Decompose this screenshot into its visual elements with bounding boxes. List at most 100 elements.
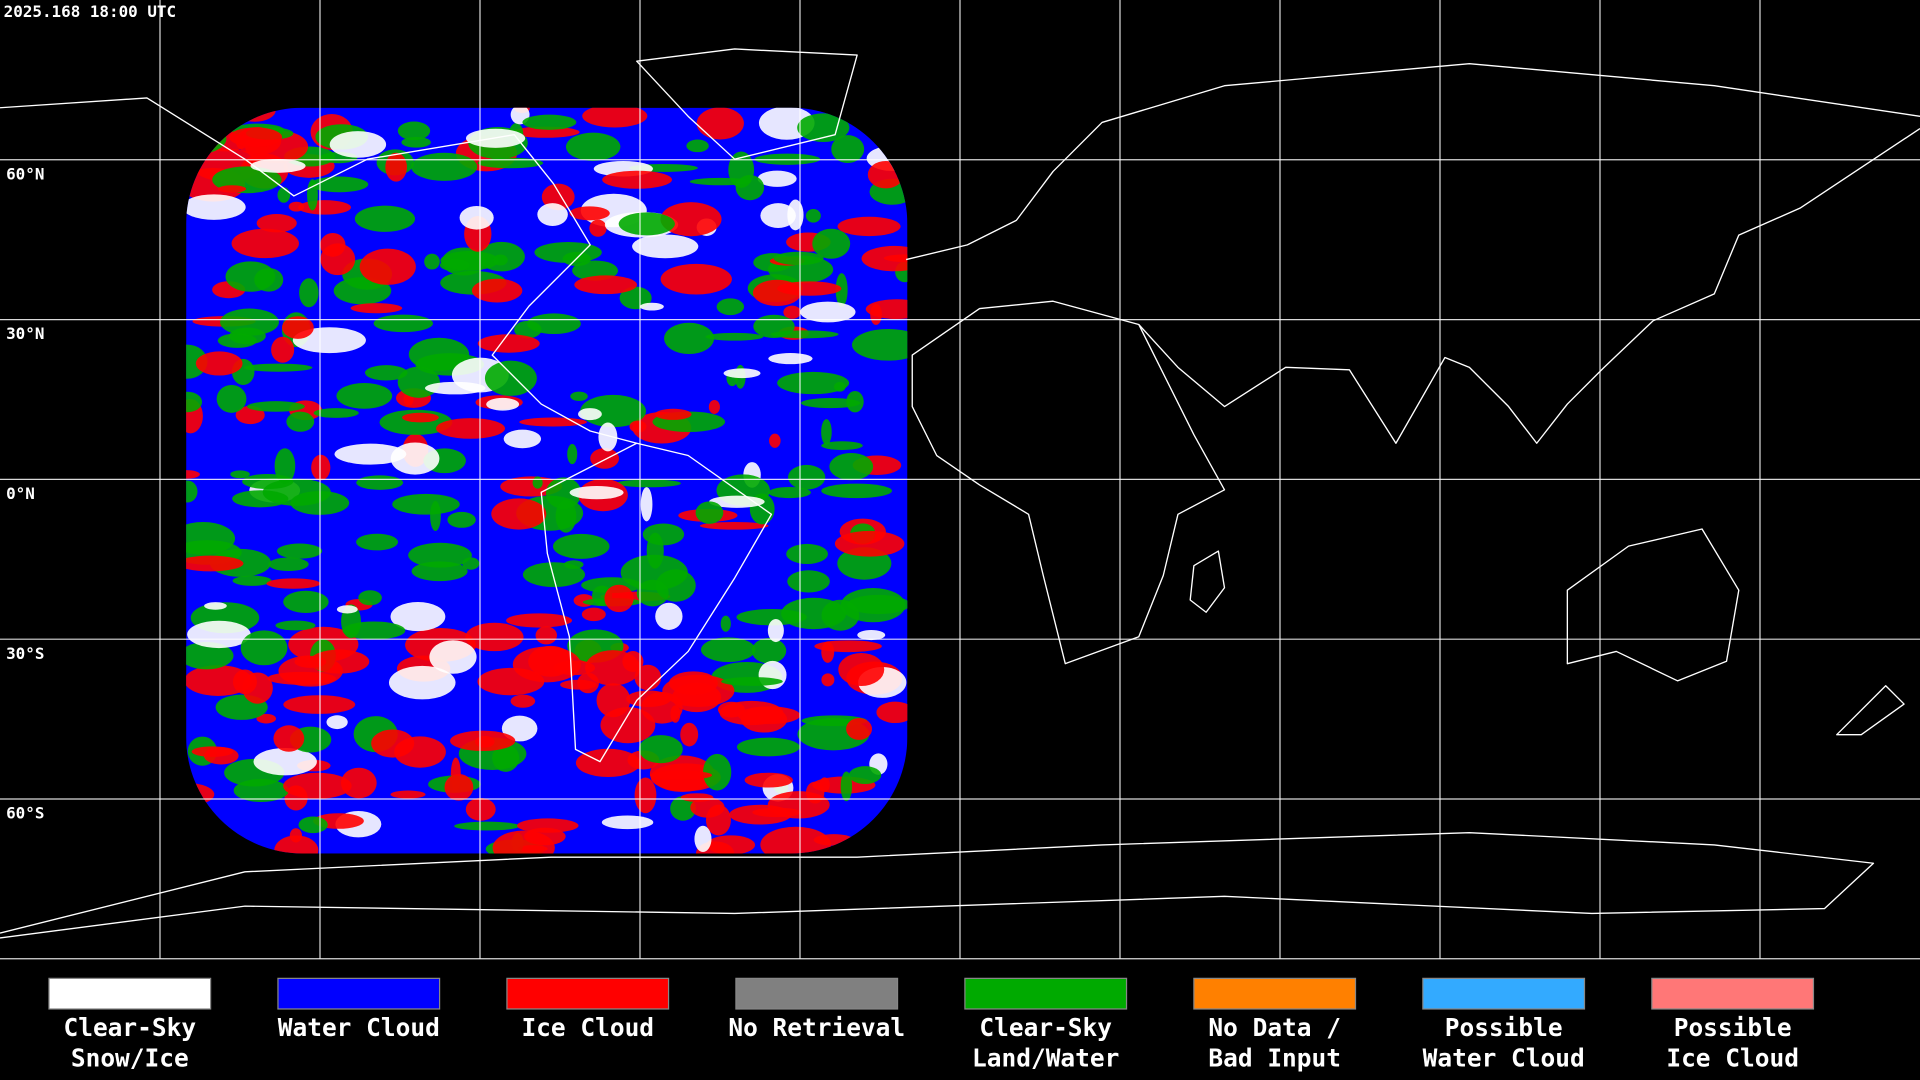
cloud-patch bbox=[654, 408, 692, 420]
cloud-patch bbox=[564, 560, 584, 569]
latitude-label: 30°N bbox=[6, 324, 44, 343]
cloud-patch bbox=[821, 599, 860, 631]
cloud-patch bbox=[186, 642, 234, 670]
cloud-patch bbox=[204, 602, 227, 610]
cloud-patch bbox=[800, 301, 856, 323]
cloud-patch bbox=[510, 694, 536, 708]
cloud-patch bbox=[834, 530, 905, 557]
cloud-patch bbox=[408, 337, 470, 371]
cloud-patch bbox=[695, 501, 724, 524]
cloud-patch bbox=[857, 630, 886, 641]
cloud-patch bbox=[220, 308, 279, 336]
cloud-patch bbox=[537, 203, 568, 227]
cloud-patch bbox=[253, 747, 317, 776]
cloud-patch bbox=[590, 448, 620, 469]
cloud-patch bbox=[512, 646, 581, 683]
cloud-patch bbox=[788, 464, 826, 490]
cloud-patch bbox=[275, 620, 316, 631]
cloud-patch bbox=[283, 695, 356, 714]
cloud-patch bbox=[719, 700, 784, 726]
cloud-patch bbox=[582, 107, 648, 128]
cloud-patch bbox=[477, 334, 540, 353]
coastline bbox=[905, 63, 1920, 444]
cloud-patch bbox=[744, 772, 793, 788]
cloud-patch bbox=[616, 479, 681, 488]
cloud-patch bbox=[336, 383, 393, 409]
cloud-patch bbox=[459, 206, 494, 230]
cloud-patch bbox=[340, 767, 377, 799]
cloud-patch bbox=[187, 620, 251, 649]
cloud-patch bbox=[696, 107, 744, 140]
cloud-patch bbox=[619, 286, 652, 310]
cloud-patch bbox=[232, 669, 257, 695]
cloud-patch bbox=[660, 202, 722, 237]
legend-swatch bbox=[1422, 977, 1586, 1010]
cloud-patch bbox=[273, 725, 305, 752]
graticule bbox=[0, 0, 1920, 960]
cloud-patch bbox=[342, 621, 406, 640]
legend-swatch bbox=[964, 977, 1128, 1010]
cloud-patch bbox=[636, 579, 669, 607]
cloud-patch bbox=[454, 821, 520, 831]
timestamp: 2025.168 18:00 UTC bbox=[4, 2, 176, 21]
cloud-patch bbox=[354, 205, 416, 232]
cloud-patch bbox=[629, 420, 647, 433]
cloud-patch bbox=[634, 777, 657, 814]
cloud-patch bbox=[767, 618, 784, 643]
coastline bbox=[1566, 528, 1740, 682]
cloud-patch bbox=[401, 136, 431, 148]
legend-label: Snow/Ice bbox=[71, 1044, 189, 1073]
cloud-patch bbox=[787, 199, 804, 231]
cloud-patch bbox=[694, 825, 712, 853]
legend-swatch bbox=[1651, 977, 1815, 1010]
cloud-patch bbox=[329, 131, 387, 158]
cloud-patch bbox=[801, 397, 861, 409]
cloud-patch bbox=[751, 638, 787, 664]
cloud-patch bbox=[519, 417, 587, 427]
cloud-patch bbox=[522, 114, 577, 130]
cloud-patch bbox=[486, 397, 520, 411]
cloud-patch bbox=[408, 542, 472, 568]
cloud-patch bbox=[770, 330, 839, 339]
cloud-patch bbox=[350, 303, 403, 314]
cloud-patch bbox=[838, 652, 885, 687]
cloud-patch bbox=[639, 302, 664, 311]
cloud-patch bbox=[429, 640, 477, 674]
cloud-patch bbox=[294, 655, 327, 668]
cloud-patch bbox=[371, 729, 415, 758]
legend-label: Bad Input bbox=[1208, 1044, 1341, 1073]
cloud-patch bbox=[390, 602, 446, 632]
cloud-patch bbox=[503, 429, 542, 449]
cloud-patch bbox=[256, 713, 277, 724]
cloud-patch bbox=[883, 254, 908, 263]
cloud-patch bbox=[274, 448, 296, 484]
cloud-patch bbox=[767, 791, 830, 819]
cloud-patch bbox=[397, 121, 431, 141]
cloud-patch bbox=[298, 816, 328, 834]
cloud-patch bbox=[517, 818, 579, 833]
cloud-patch bbox=[846, 717, 873, 740]
cloud-patch bbox=[229, 127, 283, 147]
cloud-patch bbox=[216, 384, 247, 413]
cloud-patch bbox=[276, 543, 323, 559]
cloud-patch bbox=[274, 835, 319, 854]
cloud-patch bbox=[286, 411, 315, 432]
legend-label: Clear-Sky bbox=[63, 1013, 196, 1042]
latitude-label: 60°S bbox=[6, 804, 44, 823]
cloud-patch bbox=[703, 753, 732, 791]
legend-label: Ice Cloud bbox=[521, 1013, 654, 1042]
cloud-patch bbox=[364, 365, 408, 381]
cloud-patch bbox=[786, 543, 828, 564]
cloud-patch bbox=[532, 476, 543, 489]
cloud-patch bbox=[821, 483, 893, 499]
cloud-patch bbox=[708, 399, 720, 414]
cloud-patch bbox=[783, 305, 801, 319]
cloud-patch bbox=[662, 674, 735, 707]
cloud-patch bbox=[670, 796, 696, 821]
cloud-patch bbox=[736, 608, 807, 626]
cloud-patch bbox=[851, 328, 908, 361]
cloud-patch bbox=[288, 201, 305, 212]
cloud-patch bbox=[359, 248, 416, 285]
cloud-patch bbox=[777, 281, 842, 296]
